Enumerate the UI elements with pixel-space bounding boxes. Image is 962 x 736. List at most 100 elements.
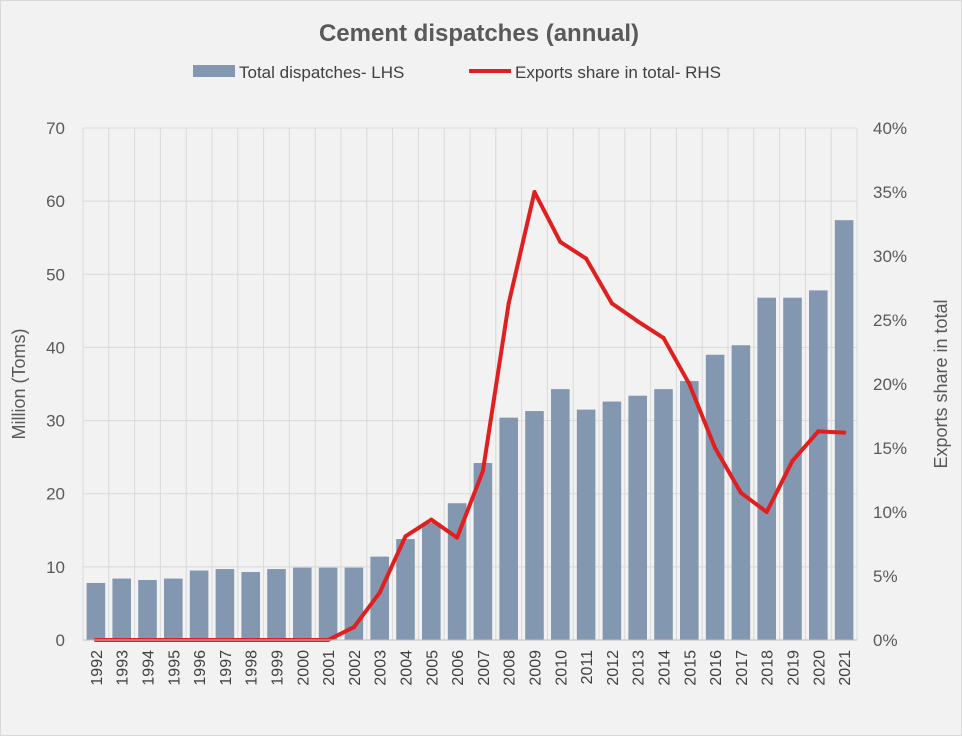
x-tick-label: 2014	[657, 650, 674, 686]
x-tick-label: 1997	[218, 650, 235, 686]
bar	[576, 409, 596, 640]
bar	[215, 569, 235, 640]
x-tick-label: 2007	[476, 650, 493, 686]
x-tick-label: 2015	[682, 650, 699, 686]
grid	[82, 127, 858, 641]
x-tick-label: 2013	[631, 650, 648, 686]
y-axis-title-left: Million (Toms)	[9, 328, 29, 439]
bar	[757, 297, 776, 640]
x-tick-label: 2003	[373, 650, 390, 686]
axes: 0 10 20 30 40 50 60 70 0% 5% 10% 15% 20% 25% 30% 35% 40%…	[46, 119, 907, 686]
y-tick-label-left: 40	[46, 338, 65, 357]
y-tick-label-right: 0%	[873, 631, 898, 650]
bar	[189, 570, 209, 640]
x-tick-label: 2001	[321, 650, 338, 686]
x-tick-label: 2016	[708, 650, 725, 686]
x-tick-label: 2012	[605, 650, 622, 686]
x-tick-label: 1993	[115, 650, 132, 686]
x-tick-label: 1999	[270, 650, 287, 686]
y-tick-label-right: 30%	[873, 247, 907, 266]
bar	[112, 578, 131, 640]
x-tick-label: 2000	[295, 650, 312, 686]
bar	[705, 354, 725, 640]
line-point	[635, 319, 640, 324]
x-tick-label: 2021	[837, 650, 854, 686]
line-point	[661, 335, 666, 340]
y-tick-label-left: 10	[46, 558, 65, 577]
bar	[447, 503, 467, 640]
y-tick-label-left: 30	[46, 412, 65, 431]
y-tick-label-left: 70	[46, 119, 65, 138]
bar	[551, 389, 570, 640]
line-point	[687, 382, 692, 386]
x-tick-label: 2005	[424, 650, 441, 686]
line-point	[377, 590, 382, 595]
x-tick-label: 2008	[502, 650, 519, 686]
bar	[293, 567, 312, 640]
x-tick-label: 2020	[811, 650, 828, 686]
line-point	[842, 430, 847, 435]
bar	[525, 411, 544, 640]
bars	[86, 220, 854, 640]
x-tick-label: 2017	[734, 650, 751, 686]
bar	[241, 571, 260, 640]
bar	[267, 569, 286, 640]
y-axis-title-right: Exports share in total	[931, 299, 951, 468]
bar	[473, 462, 493, 640]
line-point	[480, 469, 485, 474]
bar	[86, 582, 106, 640]
x-tick-label: 2006	[450, 650, 467, 686]
bar	[422, 522, 441, 640]
line-point	[351, 625, 356, 630]
x-tick-label: 2011	[579, 650, 596, 685]
x-tick-label: 2002	[347, 650, 364, 686]
line-point	[816, 429, 821, 434]
x-tick-label: 2019	[786, 650, 803, 686]
bar	[654, 389, 673, 640]
bar	[783, 297, 802, 640]
y-tick-label-left: 60	[46, 192, 65, 211]
y-tick-label-right: 40%	[873, 119, 907, 138]
line-point	[403, 534, 408, 539]
x-tick-label: 1996	[192, 650, 209, 686]
y-tick-label-left: 20	[46, 485, 65, 504]
line-point	[738, 490, 743, 495]
legend: Total dispatches- LHS Exports share in t…	[193, 63, 721, 82]
bar	[396, 539, 415, 640]
chart-title: Cement dispatches (annual)	[319, 20, 639, 47]
x-tick-label: 2009	[528, 650, 545, 686]
line-point	[455, 535, 460, 540]
line-point	[558, 239, 563, 244]
bar	[499, 417, 518, 640]
bar	[602, 401, 622, 640]
bar	[834, 220, 854, 640]
line-point	[790, 458, 795, 463]
legend-swatch-total-dispatches	[193, 65, 235, 77]
line-point	[764, 510, 769, 514]
bar	[370, 556, 389, 640]
line-point	[506, 301, 511, 306]
legend-label-exports-share: Exports share in total- RHS	[515, 63, 721, 82]
x-tick-label: 1995	[166, 650, 183, 686]
bar	[138, 580, 157, 640]
x-tick-label: 1992	[89, 650, 106, 686]
x-tick-label: 1998	[244, 650, 261, 686]
y-tick-label-right: 35%	[873, 183, 907, 202]
line-point	[429, 517, 434, 522]
line-point	[532, 190, 537, 194]
x-tick-label: 2010	[553, 650, 570, 686]
line-point	[609, 301, 614, 306]
bar	[318, 567, 338, 640]
y-tick-label-right: 5%	[873, 567, 898, 586]
bar	[809, 290, 828, 640]
y-tick-label-right: 20%	[873, 375, 907, 394]
bar	[164, 578, 183, 640]
y-tick-label-right: 25%	[873, 311, 907, 330]
x-tick-label: 2004	[399, 650, 416, 686]
line-point	[584, 256, 589, 261]
line-point	[713, 446, 718, 450]
y-tick-label-right: 10%	[873, 503, 907, 522]
legend-label-total-dispatches: Total dispatches- LHS	[239, 63, 404, 82]
